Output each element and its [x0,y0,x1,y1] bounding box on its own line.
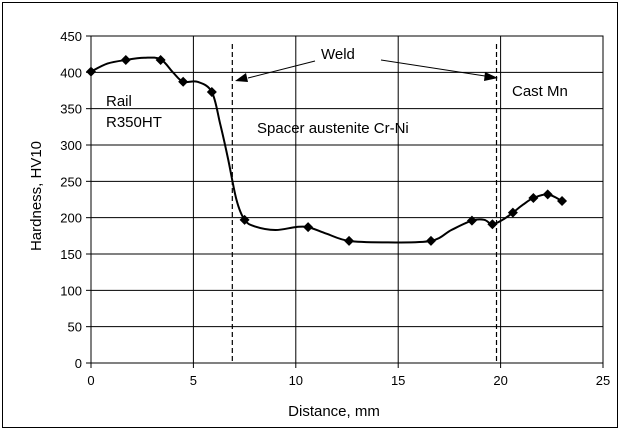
data-markers [86,54,568,246]
annotation-weld: Weld [321,46,355,63]
data-point-marker [86,66,96,77]
data-point-marker [528,193,539,204]
data-point-marker [206,86,217,97]
x-tick-label: 0 [87,373,94,388]
annotation-cast: Cast Mn [512,83,568,100]
x-tick-label: 10 [289,373,303,388]
x-tick-label: 25 [596,373,610,388]
y-tick-label: 300 [60,138,82,153]
y-tick-label: 250 [60,174,82,189]
data-point-marker [487,219,498,230]
y-tick-label: 100 [60,283,82,298]
data-point-marker [155,54,166,65]
weld-arrow-left-shaft [247,60,316,79]
chart-svg: 0 50 100 150 200 250 300 350 400 450 0 5 10 15 20 25 D… [28,29,610,420]
weld-arrow-right-head [484,72,498,81]
x-tick-label: 5 [190,373,197,388]
data-point-marker [120,54,131,65]
y-tick-label: 0 [75,356,82,371]
y-tick-label: 50 [68,320,82,335]
annotation-rail-line2: R350HT [106,114,162,131]
weld-boundary-lines [231,44,498,361]
data-point-marker [344,235,355,246]
data-point-marker [425,235,436,246]
data-point-marker [507,207,518,218]
y-tick-label: 350 [60,102,82,117]
weld-arrow-left-head [235,73,248,82]
x-axis-label: Distance, mm [288,403,380,420]
plot-area [90,35,604,364]
x-tick-label: 15 [391,373,405,388]
y-axis-ticks: 0 50 100 150 200 250 300 350 400 450 [60,29,91,371]
chart-frame: 0 50 100 150 200 250 300 350 400 450 0 5 10 15 20 25 D… [2,2,618,428]
data-point-marker [542,189,553,200]
data-point-marker [466,215,477,226]
y-axis-label: Hardness, HV10 [28,141,45,251]
data-point-marker [239,214,250,225]
y-tick-label: 400 [60,65,82,80]
hardness-curve [90,56,563,244]
y-tick-label: 150 [60,247,82,262]
annotation-spacer: Spacer austenite Cr-Ni [257,120,409,137]
x-tick-label: 20 [493,373,507,388]
annotation-rail-line1: Rail [106,93,132,110]
data-point-marker [557,195,568,206]
y-tick-label: 450 [60,29,82,44]
x-axis-ticks: 0 5 10 15 20 25 [87,363,610,388]
weld-arrow-right-shaft [380,59,486,77]
y-tick-label: 200 [60,211,82,226]
data-point-marker [303,222,314,233]
data-point-marker [178,76,189,87]
